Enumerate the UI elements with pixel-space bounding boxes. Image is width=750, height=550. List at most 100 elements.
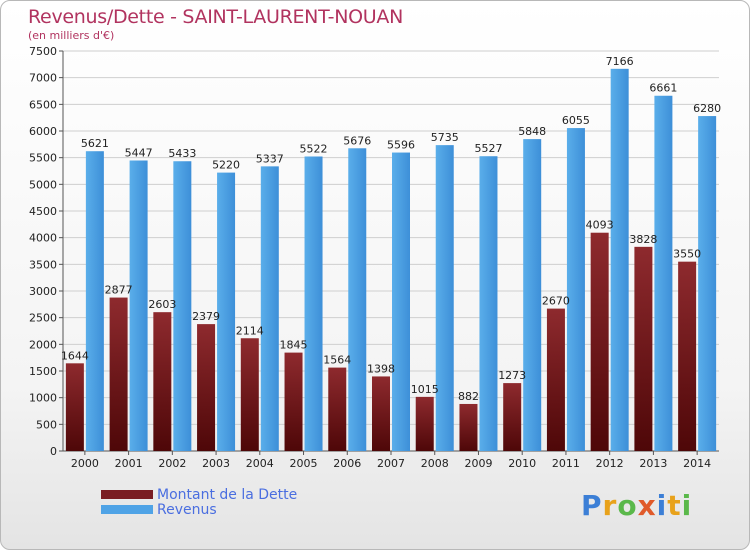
data-label-dette: 3550 <box>673 248 701 261</box>
bar-dette <box>415 396 434 451</box>
x-tick-label: 2010 <box>508 457 536 470</box>
data-label-dette: 2877 <box>105 284 133 297</box>
data-label-revenus: 5337 <box>256 152 284 165</box>
data-labels: 1644 5621 2877 5447 2603 5433 2379 5220 2114 5337… <box>61 55 721 403</box>
x-tick-label: 2004 <box>246 457 274 470</box>
data-label-revenus: 5596 <box>387 139 415 152</box>
data-label-dette: 4093 <box>586 219 614 232</box>
axes: 0 500 1000 1500 2000 2500 3000 3500 4000 4500 5000… <box>29 45 719 470</box>
x-tick-label: 2013 <box>639 457 667 470</box>
x-tick-label: 2002 <box>158 457 186 470</box>
bar-dette <box>372 376 390 451</box>
bar-dette <box>284 352 303 451</box>
data-label-revenus: 5220 <box>212 159 240 172</box>
data-label-revenus: 5447 <box>125 146 153 159</box>
y-tick-label: 5500 <box>29 152 57 165</box>
bar-revenus <box>85 151 104 452</box>
bar-revenus <box>479 156 498 451</box>
legend-swatch-dette <box>101 490 153 499</box>
proxiti-logo: Proxiti <box>581 489 693 522</box>
y-tick-label: 5000 <box>29 178 57 191</box>
x-tick-label: 2005 <box>290 457 318 470</box>
legend <box>101 490 153 514</box>
data-label-revenus: 5621 <box>81 137 109 150</box>
data-label-dette: 1845 <box>280 339 308 352</box>
data-label-dette: 1644 <box>61 349 89 362</box>
data-label-revenus: 6055 <box>562 114 590 127</box>
grid-lines <box>63 50 719 452</box>
y-tick-label: 7500 <box>29 45 57 58</box>
y-tick-label: 3500 <box>29 258 57 271</box>
bar-revenus <box>304 156 323 451</box>
chart-subtitle: (en milliers d'€) <box>28 29 115 42</box>
data-label-dette: 3828 <box>629 233 657 246</box>
bar-revenus <box>348 148 367 451</box>
y-tick-label: 6000 <box>29 125 57 138</box>
x-tick-label: 2011 <box>552 457 580 470</box>
bars <box>65 68 717 452</box>
data-label-dette: 1564 <box>323 354 351 367</box>
data-label-revenus: 5433 <box>168 147 196 160</box>
data-label-revenus: 5522 <box>300 142 328 155</box>
y-tick-label: 7000 <box>29 72 57 85</box>
y-tick-label: 4500 <box>29 205 57 218</box>
bar-revenus <box>566 128 585 452</box>
legend-label-revenus: Revenus <box>157 502 217 518</box>
y-tick-label: 2500 <box>29 312 57 325</box>
data-label-dette: 882 <box>458 390 479 403</box>
data-label-revenus: 5527 <box>474 142 502 155</box>
bar-revenus <box>610 68 629 452</box>
data-label-dette: 2603 <box>148 298 176 311</box>
bar-dette <box>109 297 128 451</box>
data-label-revenus: 6661 <box>649 82 677 95</box>
x-tick-label: 2008 <box>421 457 449 470</box>
data-label-revenus: 7166 <box>606 55 634 68</box>
bar-dette <box>153 312 172 451</box>
bar-dette <box>634 246 653 451</box>
bar-dette <box>590 232 609 451</box>
bar-revenus <box>260 166 279 452</box>
bar-dette <box>240 338 259 451</box>
y-tick-label: 1000 <box>29 392 57 405</box>
data-label-dette: 1273 <box>498 369 526 382</box>
y-tick-label: 6500 <box>29 98 57 111</box>
x-tick-label: 2009 <box>464 457 492 470</box>
legend-swatch-revenus <box>101 505 153 514</box>
bar-dette <box>65 363 84 451</box>
y-tick-label: 3000 <box>29 285 57 298</box>
data-label-dette: 2379 <box>192 310 220 323</box>
x-tick-label: 2007 <box>377 457 405 470</box>
bar-dette <box>328 367 347 451</box>
x-tick-label: 2000 <box>71 457 99 470</box>
bar-revenus <box>698 116 717 452</box>
bar-revenus <box>654 95 673 451</box>
bar-revenus <box>129 160 148 451</box>
bar-revenus <box>217 172 236 451</box>
x-tick-label: 2001 <box>115 457 143 470</box>
x-tick-label: 2006 <box>333 457 361 470</box>
data-label-revenus: 5735 <box>431 131 459 144</box>
y-tick-label: 4000 <box>29 232 57 245</box>
y-tick-label: 0 <box>50 445 57 458</box>
bar-dette <box>197 324 216 451</box>
bar-revenus <box>173 161 192 452</box>
y-tick-label: 500 <box>36 418 57 431</box>
bar-dette <box>546 308 565 451</box>
data-label-revenus: 5848 <box>518 125 546 138</box>
x-tick-label: 2012 <box>596 457 624 470</box>
legend-label-dette: Montant de la Dette <box>157 487 298 503</box>
bar-revenus <box>435 145 454 451</box>
bar-dette <box>459 403 478 451</box>
x-tick-label: 2014 <box>683 457 711 470</box>
data-label-dette: 2114 <box>236 324 264 337</box>
bar-dette <box>678 261 697 451</box>
bar-dette <box>503 383 522 451</box>
data-label-revenus: 5676 <box>343 134 371 147</box>
y-tick-label: 1500 <box>29 365 57 378</box>
y-tick-label: 2000 <box>29 338 57 351</box>
bar-revenus <box>523 139 542 451</box>
chart-title: Revenus/Dette - SAINT-LAURENT-NOUAN <box>28 6 403 28</box>
data-label-revenus: 6280 <box>693 102 721 115</box>
